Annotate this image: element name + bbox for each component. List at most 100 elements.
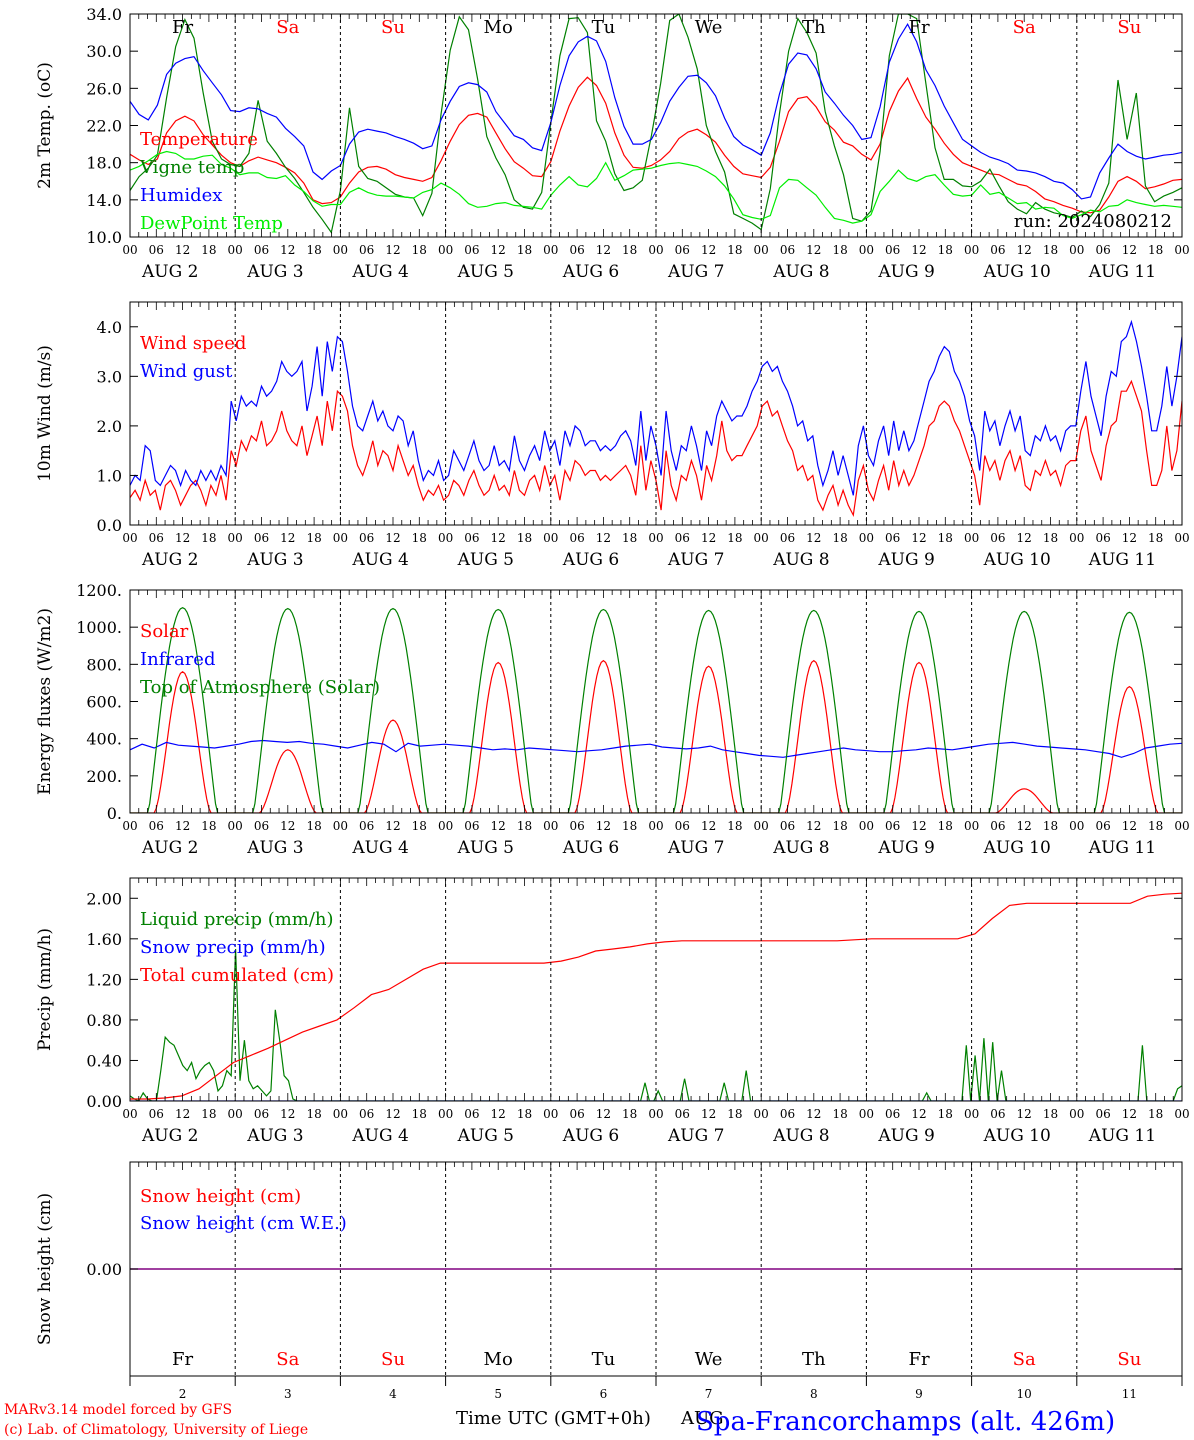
day-label: AUG 3 <box>246 838 303 858</box>
y-tick-label: 1.20 <box>86 970 122 989</box>
run-label: run: 2024080212 <box>1014 211 1172 232</box>
hour-tick-label: 00 <box>543 531 558 545</box>
hour-tick-label: 00 <box>964 819 979 833</box>
day-label: AUG 10 <box>983 838 1051 858</box>
weekday-label: Mo <box>484 17 513 38</box>
hour-tick-label: 00 <box>754 243 769 257</box>
weekday-label: Su <box>1117 1349 1141 1370</box>
panel-2: 00 06 12 18 00 06 12 18 00 06 12 18 00 06 12 18 00 06 12 18… <box>35 301 1190 570</box>
hour-tick-label: 12 <box>280 531 295 545</box>
hour-tick-label: 12 <box>1017 819 1032 833</box>
hour-tick-label: 12 <box>175 243 190 257</box>
hour-tick-label: 18 <box>306 1107 321 1121</box>
day-number-label: 11 <box>1122 1387 1137 1401</box>
hour-tick-label: 00 <box>1174 531 1189 545</box>
hour-tick-label: 18 <box>201 243 216 257</box>
day-number-label: 6 <box>600 1387 608 1401</box>
hour-tick-label: 06 <box>254 1107 269 1121</box>
hour-tick-label: 00 <box>964 531 979 545</box>
day-label: AUG 5 <box>457 838 514 858</box>
station-label: Spa-Francorchamps (alt. 426m) <box>696 1407 1115 1437</box>
hour-tick-label: 18 <box>938 243 953 257</box>
hour-tick-label: 18 <box>832 1107 847 1121</box>
weekday-label: Th <box>802 1349 826 1370</box>
hour-tick-label: 18 <box>306 243 321 257</box>
hour-tick-label: 12 <box>1122 819 1137 833</box>
hour-tick-label: 18 <box>306 531 321 545</box>
hour-tick-label: 06 <box>359 819 374 833</box>
hour-tick-label: 06 <box>675 819 690 833</box>
legend-entry: Wind speed <box>140 333 246 354</box>
hour-tick-label: 00 <box>1069 243 1084 257</box>
hour-tick-label: 06 <box>149 1107 164 1121</box>
hour-tick-label: 00 <box>1069 531 1084 545</box>
day-label: AUG 10 <box>983 262 1051 282</box>
hour-tick-label: 12 <box>596 531 611 545</box>
hour-tick-label: 06 <box>675 531 690 545</box>
hour-tick-label: 00 <box>648 531 663 545</box>
hour-tick-label: 06 <box>464 531 479 545</box>
day-number-label: 10 <box>1017 1387 1032 1401</box>
hour-tick-label: 06 <box>569 531 584 545</box>
hour-tick-label: 18 <box>832 819 847 833</box>
y-tick-label: 30.0 <box>86 42 122 61</box>
plot-area <box>130 319 1182 518</box>
legend-entry: Snow height (cm) <box>140 1186 301 1207</box>
y-tick-label: 3.0 <box>97 367 122 386</box>
legend-entry: Wind gust <box>140 361 233 382</box>
series-solar <box>130 659 1182 813</box>
hour-tick-label: 00 <box>543 819 558 833</box>
day-label: AUG 11 <box>1088 262 1156 282</box>
day-number-label: 4 <box>389 1387 397 1401</box>
hour-tick-label: 18 <box>412 819 427 833</box>
series-wind-gust <box>130 319 1182 496</box>
series-wind-speed <box>130 379 1182 518</box>
legend-entry: Liquid precip (mm/h) <box>140 909 334 930</box>
legend-entry: Snow height (cm W.E.) <box>140 1213 347 1234</box>
hour-tick-label: 06 <box>780 819 795 833</box>
weekday-label: Fr <box>908 17 929 38</box>
hour-tick-label: 00 <box>122 243 137 257</box>
hour-tick-label: 06 <box>359 243 374 257</box>
panel-1: 00 06 12 18 00 06 12 18 00 06 12 18 00 06 12 18 00 06 12 18… <box>35 5 1190 282</box>
day-label: AUG 5 <box>457 1126 514 1146</box>
weekday-label: We <box>695 17 723 38</box>
hour-tick-label: 12 <box>280 1107 295 1121</box>
hour-tick-label: 06 <box>885 243 900 257</box>
hour-tick-label: 12 <box>491 531 506 545</box>
y-tick-label: 1000. <box>76 618 122 637</box>
day-label: AUG 3 <box>246 1126 303 1146</box>
day-number-label: 7 <box>705 1387 713 1401</box>
hour-tick-label: 06 <box>464 819 479 833</box>
day-number-label: 2 <box>179 1387 187 1401</box>
day-label: AUG 11 <box>1088 1126 1156 1146</box>
hour-tick-label: 12 <box>1122 1107 1137 1121</box>
hour-tick-label: 06 <box>780 1107 795 1121</box>
hour-tick-label: 18 <box>201 531 216 545</box>
day-label: AUG 9 <box>877 262 934 282</box>
day-label: AUG 3 <box>246 550 303 570</box>
y-tick-label: 18.0 <box>86 154 122 173</box>
hour-tick-label: 06 <box>885 819 900 833</box>
y-tick-label: 0.00 <box>86 1092 122 1111</box>
day-number-label: 8 <box>810 1387 818 1401</box>
y-tick-label: 0.00 <box>86 1260 122 1279</box>
series-humidex <box>130 22 1182 200</box>
day-label: AUG 11 <box>1088 550 1156 570</box>
hour-tick-label: 18 <box>622 1107 637 1121</box>
day-label: AUG 11 <box>1088 838 1156 858</box>
day-label: AUG 2 <box>141 1126 198 1146</box>
credit-model: MARv3.14 model forced by GFS <box>4 1402 232 1418</box>
hour-tick-label: 12 <box>491 1107 506 1121</box>
day-label: AUG 6 <box>562 550 619 570</box>
hour-tick-label: 00 <box>1174 243 1189 257</box>
hour-tick-label: 06 <box>1095 1107 1110 1121</box>
legend-entry: Solar <box>140 621 189 642</box>
hour-tick-label: 18 <box>517 819 532 833</box>
hour-tick-label: 06 <box>990 243 1005 257</box>
x-axis-label: Time UTC (GMT+0h) <box>456 1408 651 1429</box>
series-infrared <box>130 739 1182 758</box>
hour-tick-label: 00 <box>543 1107 558 1121</box>
hour-tick-label: 18 <box>1043 1107 1058 1121</box>
hour-tick-label: 06 <box>149 531 164 545</box>
